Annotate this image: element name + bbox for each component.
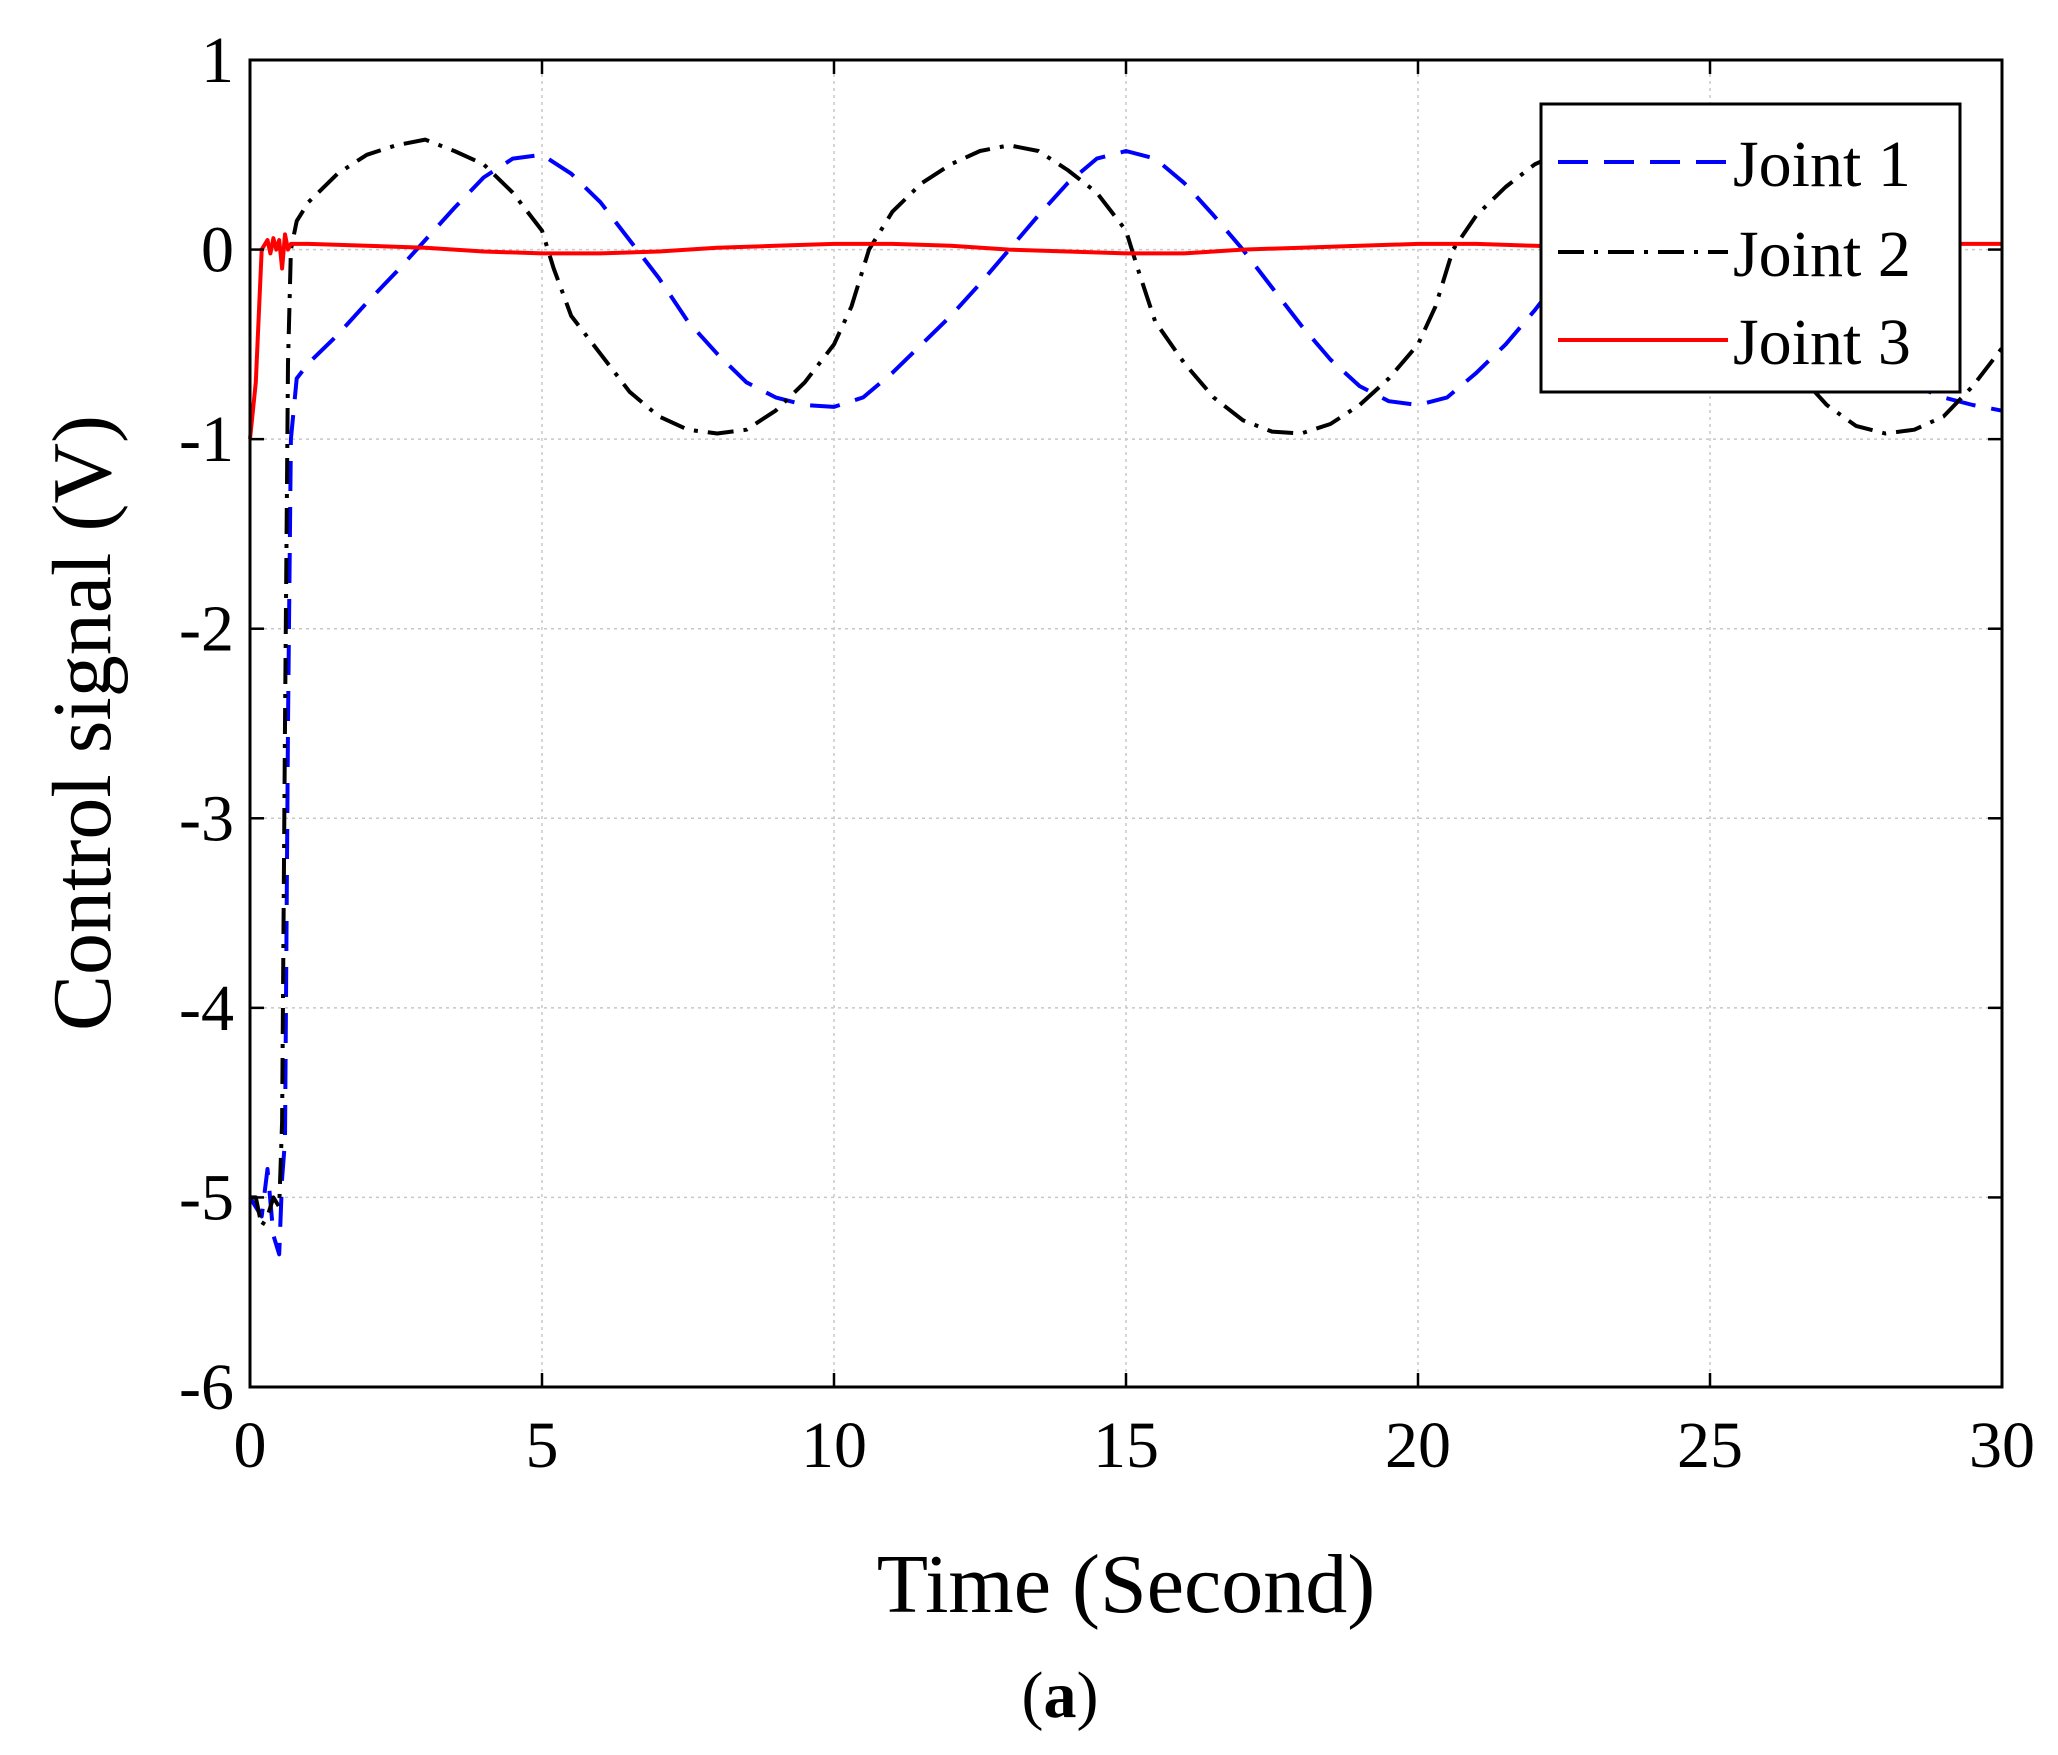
caption-letter: a (1044, 1659, 1077, 1732)
x-tick-label: 20 (1385, 1409, 1451, 1482)
y-tick-label: -3 (179, 782, 234, 855)
legend-label-joint-3: Joint 3 (1733, 306, 1911, 379)
y-tick-label: -6 (179, 1351, 234, 1424)
x-axis-label: Time (Second) (877, 1538, 1376, 1631)
legend-label-joint-1: Joint 1 (1733, 128, 1911, 201)
legend-label-joint-2: Joint 2 (1733, 218, 1911, 291)
x-tick-label: 10 (801, 1409, 867, 1482)
y-tick-label: -2 (179, 593, 234, 666)
figure-caption: (a) (1022, 1659, 1099, 1732)
y-tick-label: -4 (179, 972, 234, 1045)
legend: Joint 1 Joint 2 Joint 3 (1539, 102, 1962, 394)
legend-box (1539, 102, 1962, 394)
x-tick-label: 25 (1677, 1409, 1743, 1482)
y-tick-label: -1 (179, 403, 234, 476)
y-tick-label: 1 (201, 24, 234, 97)
y-tick-label: 0 (201, 214, 234, 287)
y-axis-label: Control signal (V) (36, 415, 129, 1031)
x-tick-label: 30 (1969, 1409, 2035, 1482)
y-tick-label: -5 (179, 1161, 234, 1234)
x-tick-label: 5 (526, 1409, 559, 1482)
x-tick-label: 15 (1093, 1409, 1159, 1482)
x-tick-label: 0 (234, 1409, 267, 1482)
